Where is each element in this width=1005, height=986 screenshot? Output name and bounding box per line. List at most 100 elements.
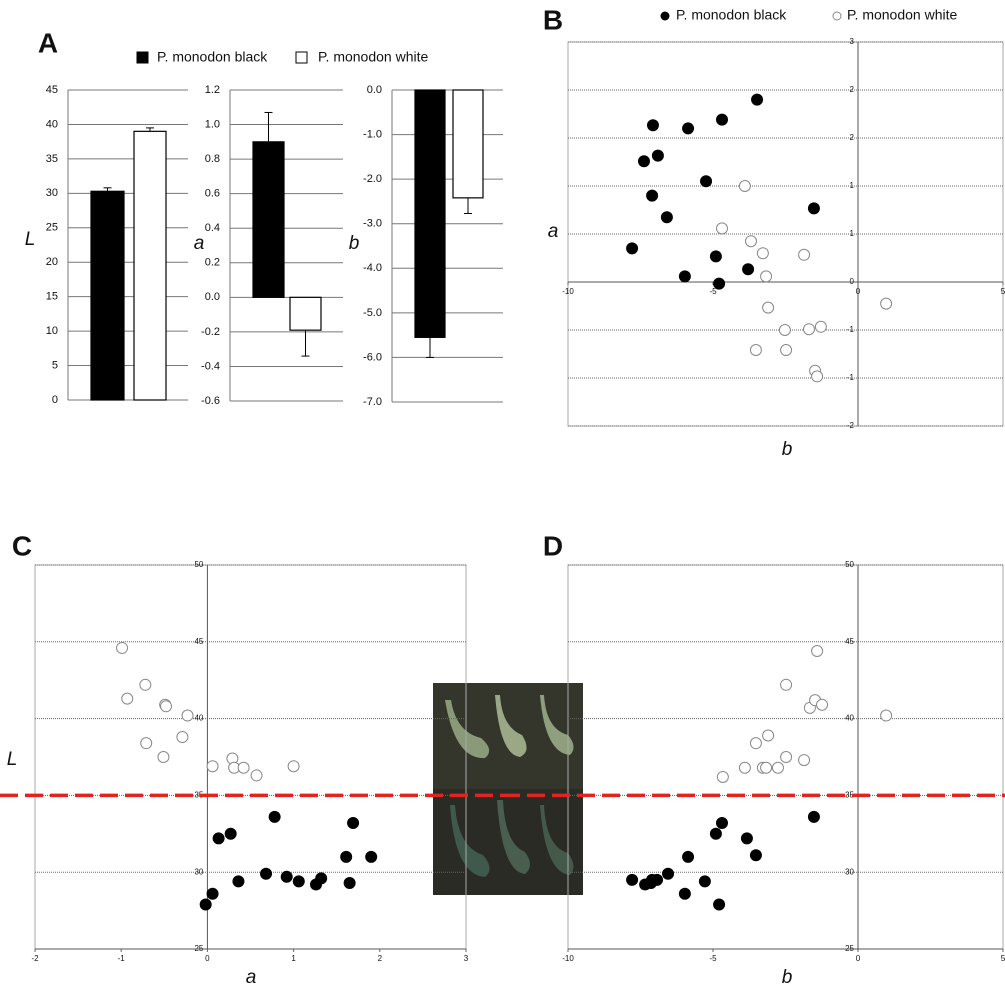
point	[678, 270, 691, 283]
point	[140, 737, 153, 750]
point	[206, 887, 219, 900]
point	[807, 810, 820, 823]
point	[738, 180, 751, 192]
y-tick-label: 25	[46, 222, 58, 234]
point	[798, 754, 811, 767]
point	[651, 149, 664, 162]
y-tick-label: 0.8	[205, 153, 220, 165]
x-tick-label: 3	[464, 954, 469, 963]
bar	[252, 141, 285, 298]
y-tick-label: -2	[847, 421, 855, 430]
x-tick-label: -10	[562, 954, 574, 963]
x-tick-label: 0	[205, 954, 210, 963]
point	[206, 760, 219, 773]
y-tick-label: 5	[52, 359, 58, 371]
y-tick-label: 50	[194, 560, 203, 569]
y-tick-label: 10	[46, 325, 58, 337]
point	[749, 344, 762, 356]
y-tick-label: 30	[194, 867, 203, 876]
point	[212, 832, 225, 845]
point	[762, 301, 775, 314]
panel-label: A	[38, 27, 58, 58]
legend-marker	[660, 11, 670, 21]
x-tick-label: -1	[118, 954, 126, 963]
point	[740, 832, 753, 845]
x-axis-label: b	[782, 439, 793, 460]
point	[709, 250, 722, 263]
panel-label: C	[12, 530, 32, 561]
legend-label: P. monodon white	[847, 7, 957, 23]
point	[260, 867, 273, 880]
y-tick-label: 3	[850, 37, 855, 46]
point	[660, 211, 673, 224]
point	[644, 876, 657, 889]
y-tick-label: 1.2	[205, 84, 220, 96]
y-tick-label: -6.0	[363, 351, 382, 363]
x-tick-label: 2	[378, 954, 383, 963]
y-tick-label: 40	[46, 118, 58, 130]
y-tick-label: 2	[850, 85, 855, 94]
x-axis-label: b	[782, 967, 793, 986]
point	[637, 155, 650, 168]
point	[762, 729, 775, 742]
point	[715, 817, 728, 830]
x-tick-label: -2	[31, 954, 39, 963]
point	[771, 761, 784, 774]
y-tick-label: 35	[845, 791, 854, 800]
point	[292, 875, 305, 888]
bar	[90, 190, 125, 401]
y-tick-label: -1	[847, 325, 855, 334]
y-tick-label: 45	[194, 637, 203, 646]
y-tick-label: -7.0	[363, 396, 382, 408]
point	[662, 867, 675, 880]
point	[646, 119, 659, 132]
x-axis-label: a	[246, 967, 257, 986]
panel-label: D	[543, 530, 563, 561]
point	[816, 698, 829, 711]
x-tick-label: -5	[709, 954, 717, 963]
legend-swatch	[136, 51, 149, 64]
y-tick-label: 0.0	[367, 84, 382, 96]
point	[880, 709, 893, 722]
y-tick-label: 30	[845, 867, 854, 876]
point	[199, 898, 212, 911]
point	[678, 887, 691, 900]
point	[315, 872, 328, 885]
y-tick-label: 45	[845, 637, 854, 646]
point	[237, 761, 250, 774]
point	[160, 700, 173, 713]
point	[756, 247, 769, 260]
point	[744, 235, 757, 248]
point	[715, 222, 728, 235]
point	[280, 870, 293, 883]
point	[176, 731, 189, 744]
point	[626, 873, 639, 886]
point	[268, 810, 281, 823]
y-tick-label: 30	[46, 187, 58, 199]
point	[646, 189, 659, 202]
point	[121, 692, 134, 705]
point	[814, 320, 827, 333]
y-tick-label: 40	[845, 714, 854, 723]
y-tick-label: -3.0	[363, 218, 382, 230]
legend-label: P. monodon black	[676, 7, 787, 23]
point	[116, 641, 129, 654]
point	[713, 277, 726, 290]
panel-label: B	[543, 4, 563, 35]
y-tick-label: -0.4	[201, 360, 220, 372]
y-tick-label: 45	[46, 84, 58, 96]
legend-marker	[832, 11, 842, 21]
y-tick-label: -5.0	[363, 307, 382, 319]
shrimp-photo	[433, 683, 583, 895]
point	[157, 751, 170, 763]
plot-frame	[567, 41, 1004, 427]
point	[715, 113, 728, 126]
y-tick-label: 1	[850, 229, 855, 238]
point	[347, 817, 360, 830]
legend-label: P. monodon white	[318, 49, 428, 65]
y-tick-label: -1.0	[363, 128, 382, 140]
point	[780, 751, 793, 763]
x-tick-label: 1	[291, 954, 296, 963]
point	[709, 827, 722, 840]
y-tick-label: -0.2	[201, 326, 220, 338]
